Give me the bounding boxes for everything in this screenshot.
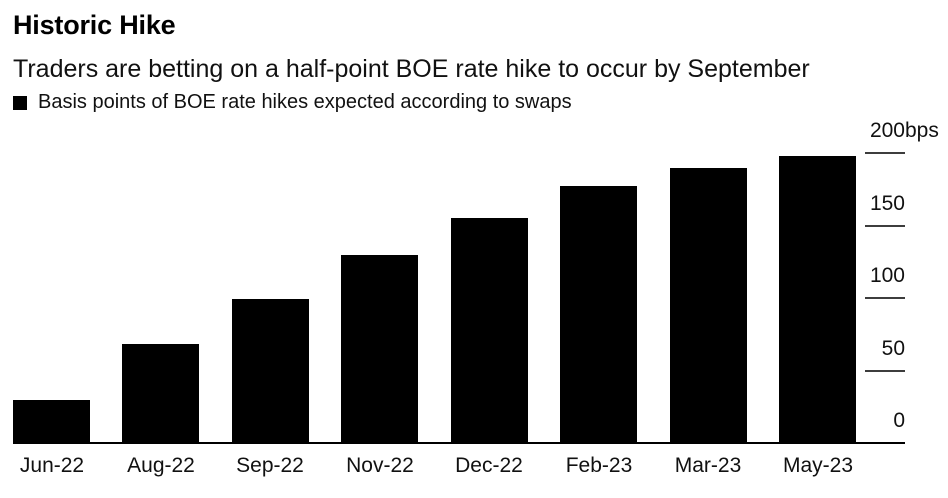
legend: Basis points of BOE rate hikes expected … — [13, 91, 572, 114]
x-axis-label-nov-22: Nov-22 — [346, 454, 414, 477]
y-axis-label-0: 0 — [893, 409, 905, 432]
legend-swatch-icon — [13, 95, 27, 110]
x-axis-label-mar-23: Mar-23 — [674, 454, 742, 477]
bar-mar-23 — [670, 168, 747, 444]
bar-jun-22 — [13, 400, 90, 444]
x-axis-label-dec-22: Dec-22 — [455, 454, 523, 477]
y-axis-tick-200 — [865, 152, 905, 154]
bar-dec-22 — [451, 218, 528, 444]
x-axis-label-jun-22: Jun-22 — [19, 454, 85, 477]
y-axis-tick-150 — [865, 225, 905, 227]
chart-subtitle: Traders are betting on a half-point BOE … — [13, 55, 810, 83]
x-axis-label-may-23: May-23 — [782, 454, 854, 477]
bar-aug-22 — [122, 344, 199, 444]
y-axis-label-200bps: 200 bps — [869, 119, 939, 142]
x-axis-line — [13, 442, 905, 444]
legend-label: Basis points of BOE rate hikes expected … — [38, 91, 572, 113]
bar-nov-22 — [341, 255, 418, 444]
y-axis-label-100: 100 — [869, 264, 905, 287]
bar-sep-22 — [232, 299, 309, 444]
y-axis-label-50: 50 — [881, 337, 905, 360]
bar-may-23 — [779, 156, 856, 444]
x-axis-label-feb-23: Feb-23 — [565, 454, 633, 477]
y-axis-label-150: 150 — [869, 192, 905, 215]
bar-feb-23 — [560, 186, 637, 444]
y-axis-tick-100 — [865, 297, 905, 299]
x-axis-label-sep-22: Sep-22 — [236, 454, 304, 477]
y-axis-tick-50 — [865, 370, 905, 372]
x-axis-label-aug-22: Aug-22 — [127, 454, 195, 477]
chart-title: Historic Hike — [13, 10, 176, 40]
